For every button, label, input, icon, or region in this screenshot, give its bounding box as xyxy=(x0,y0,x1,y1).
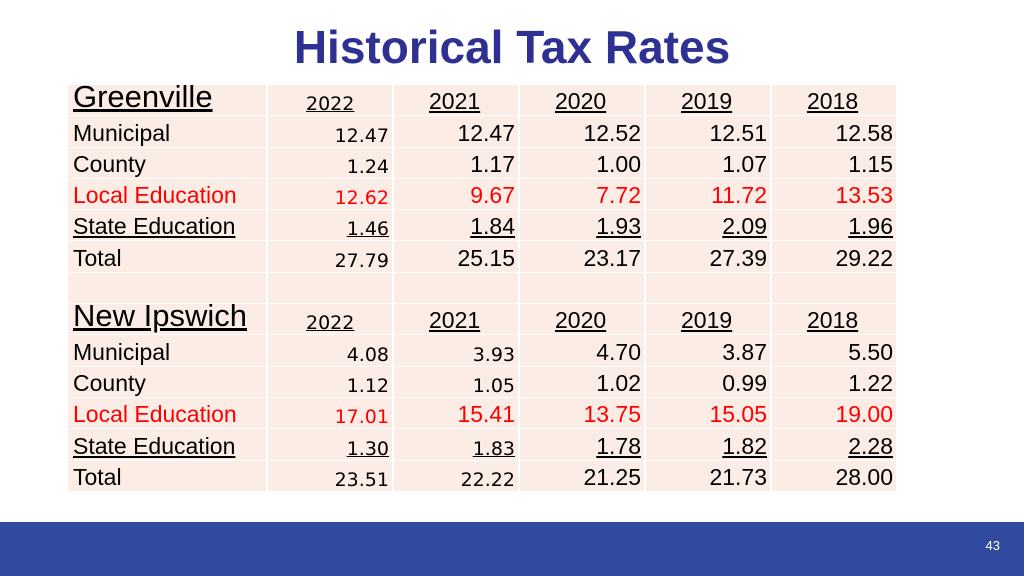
rate-cell: 12.51 xyxy=(646,116,772,148)
row-label-county: County xyxy=(68,366,268,398)
rate-cell: 27.39 xyxy=(646,241,772,273)
rate-cell: 1.30 xyxy=(268,429,394,461)
rate-cell: 21.73 xyxy=(646,460,772,492)
row-label-municipal: Municipal xyxy=(68,335,268,367)
row-label-local-education: Local Education xyxy=(68,397,268,430)
spacer-cell xyxy=(268,272,394,305)
rate-cell: 2.09 xyxy=(646,210,772,242)
rate-cell: 1.93 xyxy=(520,210,646,242)
row-label-state-education: State Education xyxy=(68,210,268,242)
row-label-local-education: Local Education xyxy=(68,178,268,211)
rate-cell: 1.05 xyxy=(394,366,520,398)
rate-cell: 12.62 xyxy=(268,178,394,211)
town-header-new-ipswich: New Ipswich xyxy=(68,304,268,336)
rate-cell: 2.28 xyxy=(772,429,898,461)
spacer-cell xyxy=(520,272,646,305)
rate-cell: 5.50 xyxy=(772,335,898,367)
rate-cell: 1.15 xyxy=(772,147,898,179)
rate-cell: 13.75 xyxy=(520,397,646,430)
year-header: 2021 xyxy=(394,304,520,336)
spacer-cell xyxy=(68,272,268,305)
rate-cell: 1.17 xyxy=(394,147,520,179)
rate-cell: 1.24 xyxy=(268,147,394,179)
spacer-cell xyxy=(646,272,772,305)
page-title: Historical Tax Rates xyxy=(293,21,731,73)
year-header: 2019 xyxy=(646,304,772,336)
year-header: 2021 xyxy=(394,85,520,117)
rate-cell: 12.52 xyxy=(520,116,646,148)
rate-cell: 11.72 xyxy=(646,178,772,211)
rate-cell: 23.17 xyxy=(520,241,646,273)
rate-cell: 3.87 xyxy=(646,335,772,367)
rate-cell: 19.00 xyxy=(772,397,898,430)
rate-cell: 23.51 xyxy=(268,460,394,492)
rate-cell: 25.15 xyxy=(394,241,520,273)
rate-cell: 4.70 xyxy=(520,335,646,367)
rate-cell: 17.01 xyxy=(268,397,394,430)
rate-cell: 1.02 xyxy=(520,366,646,398)
rate-cell: 12.47 xyxy=(394,116,520,148)
rate-cell: 1.82 xyxy=(646,429,772,461)
rate-cell: 1.84 xyxy=(394,210,520,242)
rate-cell: 27.79 xyxy=(268,241,394,273)
rate-cell: 1.12 xyxy=(268,366,394,398)
rate-cell: 29.22 xyxy=(772,241,898,273)
row-label-total: Total xyxy=(68,241,268,273)
rate-cell: 1.78 xyxy=(520,429,646,461)
row-label-county: County xyxy=(68,147,268,179)
rate-cell: 7.72 xyxy=(520,178,646,211)
rate-cell: 22.22 xyxy=(394,460,520,492)
rate-cell: 15.05 xyxy=(646,397,772,430)
year-header: 2018 xyxy=(772,304,898,336)
year-header: 2018 xyxy=(772,85,898,117)
rate-cell: 1.00 xyxy=(520,147,646,179)
rate-cell: 1.22 xyxy=(772,366,898,398)
rate-cell: 0.99 xyxy=(646,366,772,398)
rate-cell: 1.83 xyxy=(394,429,520,461)
rate-cell: 1.07 xyxy=(646,147,772,179)
spacer-cell xyxy=(772,272,898,305)
rate-cell: 12.58 xyxy=(772,116,898,148)
rate-cell: 1.96 xyxy=(772,210,898,242)
page-number: 43 xyxy=(985,538,1000,553)
rate-cell: 28.00 xyxy=(772,460,898,492)
spacer-cell xyxy=(394,272,520,305)
tax-rates-table: Greenville 2022 2021 2020 2019 2018 Muni… xyxy=(68,85,902,492)
row-label-total: Total xyxy=(68,460,268,492)
year-header: 2020 xyxy=(520,304,646,336)
row-label-municipal: Municipal xyxy=(68,116,268,148)
footer-bar: 43 xyxy=(0,522,1024,576)
year-header: 2022 xyxy=(268,304,394,336)
rate-cell: 3.93 xyxy=(394,335,520,367)
rate-cell: 1.46 xyxy=(268,210,394,242)
year-header: 2020 xyxy=(520,85,646,117)
rate-cell: 13.53 xyxy=(772,178,898,211)
rate-cell: 15.41 xyxy=(394,397,520,430)
rate-cell: 21.25 xyxy=(520,460,646,492)
rate-cell: 12.47 xyxy=(268,116,394,148)
town-header-greenville: Greenville xyxy=(68,85,268,117)
rate-cell: 9.67 xyxy=(394,178,520,211)
year-header: 2022 xyxy=(268,85,394,117)
year-header: 2019 xyxy=(646,85,772,117)
row-label-state-education: State Education xyxy=(68,429,268,461)
rate-cell: 4.08 xyxy=(268,335,394,367)
